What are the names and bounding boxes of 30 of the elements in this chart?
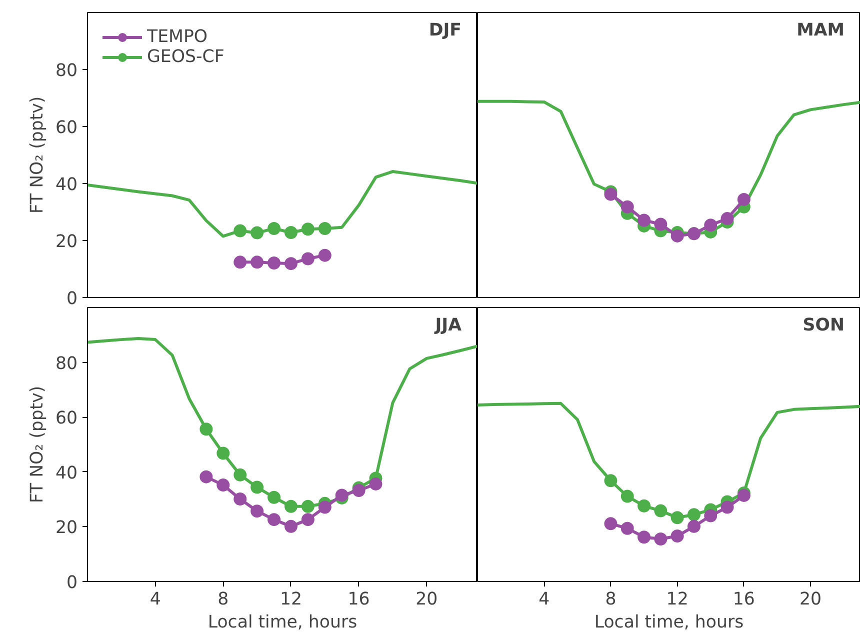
y-tick-label: 60 xyxy=(55,408,78,429)
x-tick-label: 20 xyxy=(800,590,822,610)
x-tick-label: 4 xyxy=(150,590,161,610)
x-tick-label: 8 xyxy=(605,590,616,610)
y-tick-label: 0 xyxy=(66,573,78,593)
text: DJF xyxy=(428,20,462,40)
x-tick-label: 4 xyxy=(538,590,550,610)
y-tick-label: 80 xyxy=(55,61,78,81)
y-tick-label: 20 xyxy=(55,232,78,252)
y-tick-label: 0 xyxy=(66,289,78,309)
y-tick-label: 40 xyxy=(55,463,78,484)
y-tick-label: 40 xyxy=(55,175,78,195)
text: SON xyxy=(802,316,845,336)
x-tick-label: 20 xyxy=(416,590,438,610)
legend-label: TEMPO xyxy=(147,27,208,47)
y-tick-label: 20 xyxy=(55,518,78,538)
x-tick-label: 16 xyxy=(732,590,755,610)
x-tick-label: 12 xyxy=(666,590,688,610)
legend-label: GEOS-CF xyxy=(147,47,224,67)
text: MAM xyxy=(796,20,845,40)
text: JJA xyxy=(434,316,462,336)
y-axis-title: FT NO₂ (pptv) xyxy=(27,386,48,504)
y-tick-label: 60 xyxy=(55,118,78,138)
y-tick-label: 80 xyxy=(55,354,78,374)
x-tick-label: 12 xyxy=(280,590,302,610)
x-axis-title: Local time, hours xyxy=(594,612,744,632)
x-tick-label: 8 xyxy=(218,590,229,610)
y-axis-title: FT NO₂ (pptv) xyxy=(27,96,48,214)
x-tick-label: 16 xyxy=(348,590,370,610)
x-axis-title: Local time, hours xyxy=(208,612,358,632)
